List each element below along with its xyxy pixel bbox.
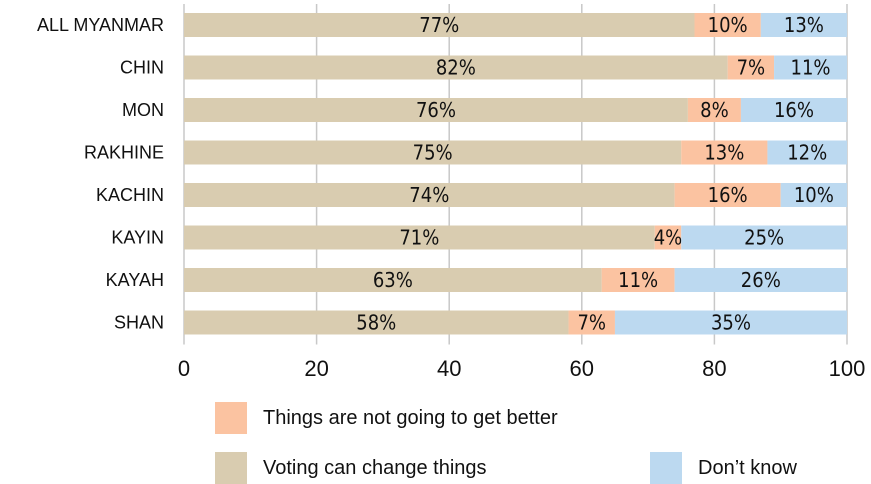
data-label: 13% bbox=[784, 13, 824, 37]
category-label: CHIN bbox=[120, 58, 164, 78]
x-tick-label: 0 bbox=[178, 356, 190, 381]
bar-segment bbox=[184, 268, 602, 292]
data-label: 82% bbox=[436, 56, 476, 80]
bar-segment bbox=[184, 225, 655, 250]
bar-segment bbox=[614, 310, 847, 335]
bar-segment bbox=[694, 13, 761, 37]
data-label: 7% bbox=[577, 311, 606, 335]
bar-segment bbox=[681, 225, 847, 250]
category-label: KAYIN bbox=[111, 228, 164, 248]
category-label: KAYAH bbox=[106, 270, 164, 290]
bar-segment bbox=[184, 183, 675, 207]
data-label: 11% bbox=[618, 268, 658, 292]
bar-segment bbox=[681, 140, 768, 165]
data-label: 16% bbox=[774, 98, 814, 122]
category-label: KACHIN bbox=[96, 185, 164, 205]
data-label: 35% bbox=[711, 311, 751, 335]
x-tick-label: 80 bbox=[702, 356, 726, 381]
category-label: RAKHINE bbox=[84, 143, 164, 163]
x-tick-label: 20 bbox=[304, 356, 328, 381]
data-label: 77% bbox=[419, 13, 459, 37]
data-label: 26% bbox=[741, 268, 781, 292]
bar-segment bbox=[184, 55, 728, 80]
bar-segment bbox=[780, 183, 847, 207]
bar-segment bbox=[774, 55, 847, 80]
category-label: MON bbox=[122, 100, 164, 120]
category-label: SHAN bbox=[114, 313, 164, 333]
data-label: 12% bbox=[787, 141, 827, 165]
data-label: 63% bbox=[373, 268, 413, 292]
bar-series-group: 77% 10% 13% 82% 7% 11% 76% 8% 16% 75% 13% 12% 74% 16%… bbox=[184, 13, 847, 335]
data-label: 76% bbox=[416, 98, 456, 122]
x-axis-tick-labels: 0 20 40 60 80 100 bbox=[178, 356, 865, 381]
bar-segment bbox=[184, 98, 688, 122]
data-label: 10% bbox=[794, 183, 834, 207]
x-tick-label: 40 bbox=[437, 356, 461, 381]
data-label: 11% bbox=[791, 56, 831, 80]
data-label: 58% bbox=[356, 311, 396, 335]
bar-segment bbox=[568, 310, 615, 335]
bar-segment bbox=[727, 55, 775, 80]
bar-segment bbox=[184, 140, 682, 165]
data-label: 4% bbox=[654, 226, 683, 250]
bar-segment bbox=[184, 13, 695, 37]
data-label: 10% bbox=[708, 13, 748, 37]
bar-segment bbox=[760, 13, 847, 37]
data-label: 16% bbox=[708, 183, 748, 207]
x-tick-label: 100 bbox=[829, 356, 866, 381]
data-label: 8% bbox=[700, 98, 729, 122]
bar-segment bbox=[740, 98, 847, 122]
x-tick-label: 60 bbox=[570, 356, 594, 381]
data-label: 75% bbox=[413, 141, 453, 165]
data-label: 13% bbox=[704, 141, 744, 165]
category-labels: ALL MYANMAR CHIN MON RAKHINE KACHIN KAYIN KAYA… bbox=[37, 15, 164, 333]
data-label: 7% bbox=[737, 56, 766, 80]
bar-segment bbox=[687, 98, 741, 122]
category-label: ALL MYANMAR bbox=[37, 15, 164, 35]
bar-segment bbox=[654, 225, 682, 250]
bar-segment bbox=[674, 268, 847, 292]
bar-segment bbox=[184, 310, 569, 335]
bar-segment bbox=[767, 140, 847, 165]
data-label: 25% bbox=[744, 226, 784, 250]
data-label: 71% bbox=[399, 226, 439, 250]
bar-segment bbox=[674, 183, 781, 207]
data-label: 74% bbox=[409, 183, 449, 207]
bar-segment bbox=[601, 268, 675, 292]
